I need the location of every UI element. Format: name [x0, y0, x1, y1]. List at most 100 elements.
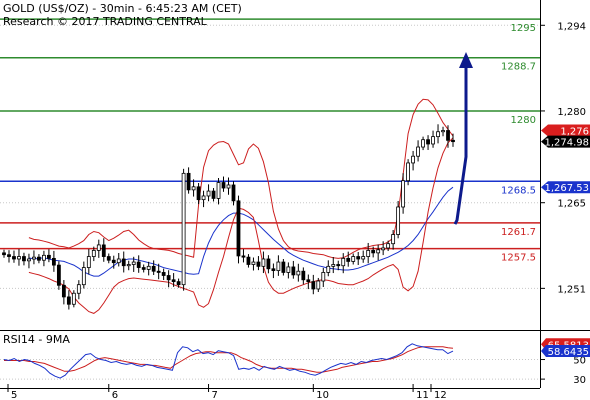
candle-body [336, 264, 341, 267]
level-label: 1295 [511, 23, 536, 34]
candle-body [271, 268, 276, 272]
candle-body [27, 258, 31, 262]
price-tick-label: 1,265 [557, 199, 586, 210]
candle-body [56, 264, 61, 286]
candle-body [66, 296, 71, 305]
rsi-tag-label: 58.6435 [548, 347, 589, 358]
candle-body [111, 259, 116, 264]
candle-body [22, 256, 26, 262]
chart-title: GOLD (US$/OZ) - 30min - 6:45:23 AM (CET) [3, 2, 242, 15]
price-tag: 1,276 [541, 124, 590, 138]
candle-body [141, 267, 146, 270]
candle-body [81, 267, 86, 286]
rsi-lines [3, 343, 454, 379]
moving-average-line [28, 186, 454, 277]
rsi-tick-label: 50 [573, 356, 586, 367]
upper-band-line [28, 98, 454, 259]
candle-body [361, 256, 366, 260]
candle-body [316, 280, 321, 290]
price-tag-label: 1,276 [560, 127, 589, 138]
candle-body [171, 279, 176, 283]
candlesticks [2, 124, 455, 310]
candle-body [7, 254, 11, 257]
level-label: 1288.7 [501, 62, 536, 73]
candle-body [76, 284, 81, 294]
candle-body [86, 256, 91, 268]
candle-body [42, 254, 46, 261]
candle-body [126, 264, 131, 267]
rsi-tags: 65.581358.6435 [541, 338, 590, 358]
candle-body [296, 270, 301, 276]
candle-body [266, 258, 271, 270]
candle-body [421, 139, 425, 148]
candle-body [136, 261, 141, 268]
candle-body [106, 256, 111, 261]
candle-body [301, 270, 306, 281]
candle-body [151, 265, 156, 272]
candle-body [181, 172, 186, 286]
rsi-value-tag: 58.6435 [541, 345, 590, 358]
forecast-arrow-head [459, 52, 473, 68]
candle-body [161, 272, 166, 276]
price-tick-label: 1,280 [557, 107, 586, 118]
lower-band-line [28, 137, 454, 314]
forecast-arrow [453, 66, 468, 225]
candle-body [121, 258, 126, 267]
level-label: 1261.7 [501, 227, 536, 238]
candle-body [206, 190, 211, 197]
candle-body [346, 257, 351, 262]
price-tag: 1,267.53 [541, 181, 590, 194]
price-tag-background [541, 135, 590, 148]
candle-body [351, 256, 356, 262]
candle-body [61, 284, 66, 298]
indicator-lines [28, 98, 454, 314]
candle-body [381, 247, 386, 251]
price-tag-background [541, 181, 590, 194]
candle-body [331, 264, 336, 267]
candle-body [366, 250, 371, 257]
price-tick-label: 1,251 [557, 284, 586, 295]
candle-body [306, 279, 311, 283]
candle-body [116, 258, 121, 264]
candle-body [371, 250, 376, 254]
candle-body [341, 257, 346, 267]
rsi-axis: 50 30 [540, 331, 586, 388]
candle-body [211, 190, 216, 199]
candle-body [131, 261, 136, 265]
candle-body [37, 256, 41, 261]
candle-body [261, 258, 266, 267]
candle-body [176, 281, 181, 286]
candle-body [12, 256, 16, 260]
time-tick-label: 5 [11, 390, 17, 400]
rsi-title: RSI14 - 9MA [3, 333, 70, 346]
candle-body [436, 131, 440, 138]
candle-body [256, 261, 261, 267]
candle-body [216, 182, 221, 199]
candle-body [291, 266, 296, 276]
candle-body [32, 256, 36, 260]
candle-body [406, 162, 411, 182]
candle-body [281, 261, 286, 273]
chart-subtitle: Research © 2017 TRADING CENTRAL [3, 15, 208, 28]
candle-body [321, 272, 326, 282]
candle-body [231, 184, 236, 202]
candle-body [146, 265, 151, 270]
candle-body [166, 275, 171, 281]
candle-body [356, 256, 361, 260]
candle-body [221, 182, 226, 189]
candle-body [246, 256, 251, 265]
price-tag: 1,274.98 [541, 135, 590, 149]
candle-body [391, 234, 396, 245]
candle-body [396, 206, 401, 235]
time-tick-label: 6 [112, 390, 118, 400]
level-label: 1257.5 [501, 253, 536, 264]
time-tick-label: 12 [434, 390, 447, 400]
candle-body [401, 180, 406, 208]
candle-body [426, 139, 430, 145]
candle-body [276, 261, 281, 272]
level-label: 1280 [511, 115, 536, 126]
candle-body [186, 172, 191, 191]
time-tick-label: 7 [212, 390, 218, 400]
